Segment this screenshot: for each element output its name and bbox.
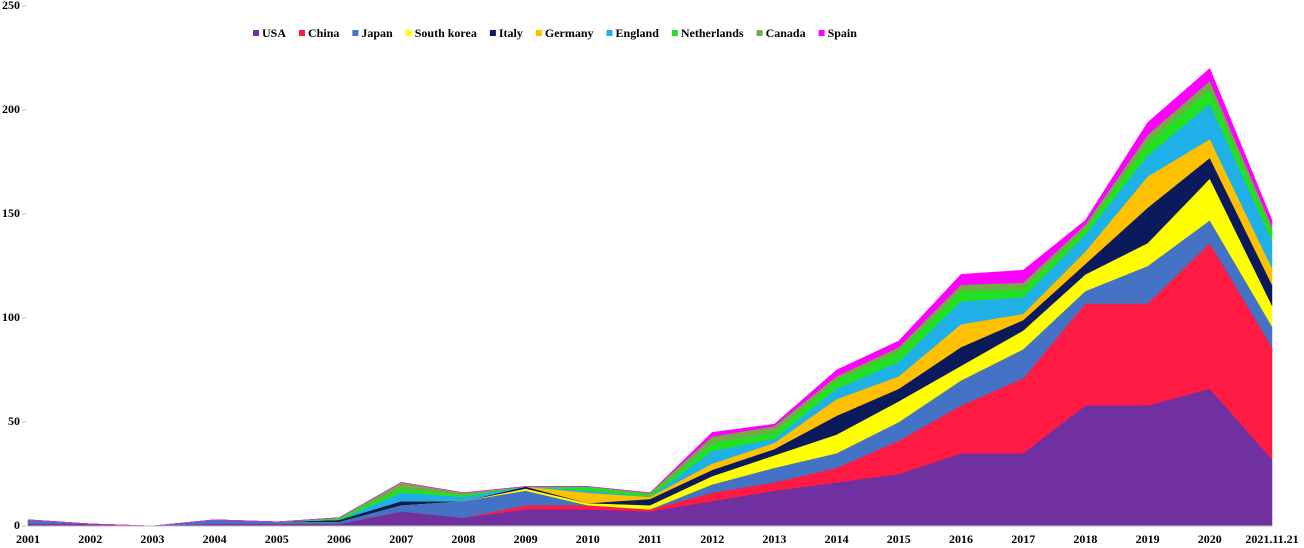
x-tick-label: 2009 xyxy=(514,532,538,546)
legend-swatch xyxy=(489,30,496,36)
legend-swatch xyxy=(756,30,763,36)
x-tick-label: 2016 xyxy=(949,532,973,546)
legend-swatch xyxy=(671,30,678,36)
y-tick-label: 100 xyxy=(2,310,20,324)
x-tick-label: 2005 xyxy=(265,532,289,546)
legend-label: Japan xyxy=(361,26,393,40)
x-tick-label: 2007 xyxy=(389,532,413,546)
x-tick-label: 2020 xyxy=(1198,532,1222,546)
x-tick-label: 2011 xyxy=(638,532,661,546)
x-tick-label: 2002 xyxy=(78,532,102,546)
legend-label: Canada xyxy=(766,26,806,40)
y-tick-label: 0 xyxy=(14,518,20,532)
legend-label: Italy xyxy=(499,26,523,40)
legend-swatch xyxy=(253,30,259,36)
x-tick-label: 2010 xyxy=(576,532,600,546)
x-tick-label: 2013 xyxy=(762,532,786,546)
y-tick-label: 200 xyxy=(2,102,20,116)
legend-swatch xyxy=(352,30,359,36)
legend-label: Netherlands xyxy=(681,26,744,40)
legend-label: Germany xyxy=(545,26,594,40)
area xyxy=(27,67,1273,527)
x-tick-label: 2014 xyxy=(825,532,849,546)
legend-swatch xyxy=(606,30,613,36)
legend-swatch xyxy=(535,30,542,36)
y-tick-label: 150 xyxy=(2,206,20,220)
x-tick-label: 2003 xyxy=(140,532,164,546)
legend-label: Spain xyxy=(828,26,858,40)
y-tick-label: 250 xyxy=(2,0,20,12)
x-tick-label: 2001 xyxy=(16,532,40,546)
x-tick-label: 2006 xyxy=(327,532,351,546)
legend-swatch xyxy=(299,30,306,36)
x-tick-label: 2021.11.21 xyxy=(1245,532,1298,546)
x-tick-label: 2018 xyxy=(1073,532,1097,546)
legend-label: China xyxy=(308,26,339,40)
x-tick-label: 2019 xyxy=(1136,532,1160,546)
legend-swatch xyxy=(818,30,825,36)
x-tick-label: 2004 xyxy=(203,532,227,546)
x-tick-label: 2012 xyxy=(700,532,724,546)
x-tick-label: 2017 xyxy=(1011,532,1035,546)
y-tick-label: 50 xyxy=(8,414,20,428)
legend-label: South korea xyxy=(415,26,477,40)
x-tick-label: 2008 xyxy=(451,532,475,546)
legend-label: USA xyxy=(262,26,286,40)
x-tick-label: 2015 xyxy=(887,532,911,546)
legend-swatch xyxy=(405,30,412,36)
legend-label: England xyxy=(616,26,660,40)
